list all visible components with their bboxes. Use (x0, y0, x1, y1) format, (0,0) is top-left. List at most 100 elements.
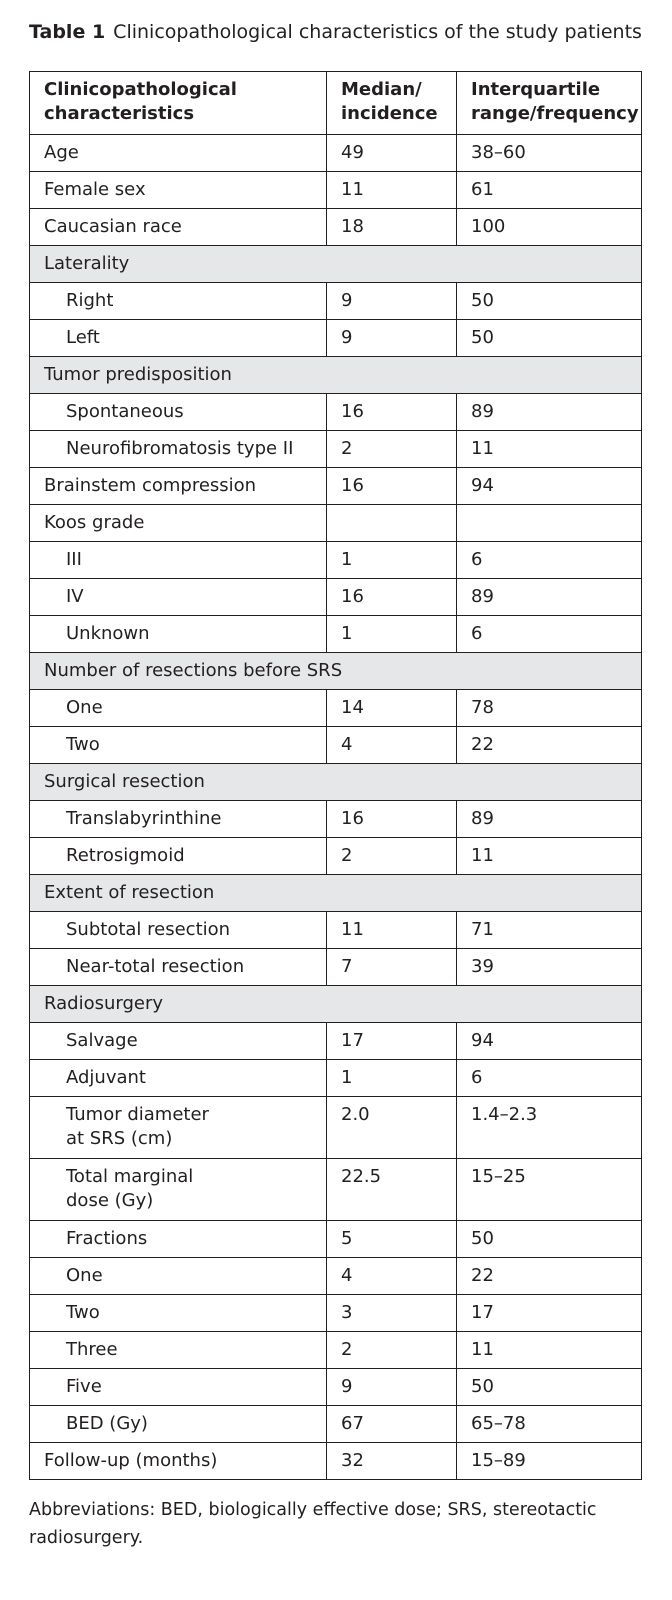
row-label: IV (29, 578, 327, 616)
row-range: 11 (456, 430, 642, 468)
row-label: Two (29, 1294, 327, 1332)
header-characteristics: Clinicopathological characteristics (29, 71, 327, 135)
row-range: 50 (456, 1220, 642, 1258)
row-label: BED (Gy) (29, 1405, 327, 1443)
row-label: Fractions (29, 1220, 327, 1258)
row-range: 1.4–2.3 (456, 1096, 642, 1159)
row-median: 9 (326, 282, 457, 320)
row-label: Five (29, 1368, 327, 1406)
row-median: 2.0 (326, 1096, 457, 1159)
row-median: 11 (326, 171, 457, 209)
row-range: 17 (456, 1294, 642, 1332)
row-label: Three (29, 1331, 327, 1369)
table-row: III 1 6 (29, 541, 642, 579)
row-median: 67 (326, 1405, 457, 1443)
section-label: Extent of resection (29, 874, 642, 912)
section-label: Tumor predisposition (29, 356, 642, 394)
row-label: Tumor diameter at SRS (cm) (29, 1096, 327, 1159)
table-row: Total marginal dose (Gy) 22.5 15–25 (29, 1158, 642, 1221)
table-row: Female sex 11 61 (29, 171, 642, 209)
table-row: Unknown 1 6 (29, 615, 642, 653)
section-label: Surgical resection (29, 763, 642, 801)
row-label: Unknown (29, 615, 327, 653)
table-section-row: Number of resections before SRS (29, 652, 642, 690)
row-range: 22 (456, 726, 642, 764)
row-median: 18 (326, 208, 457, 246)
table-row: Spontaneous 16 89 (29, 393, 642, 431)
table-row: One 4 22 (29, 1257, 642, 1295)
row-label: Brainstem compression (29, 467, 327, 505)
table-row: Follow-up (months) 32 15–89 (29, 1442, 642, 1480)
row-median: 1 (326, 615, 457, 653)
row-range: 38–60 (456, 134, 642, 172)
row-median: 14 (326, 689, 457, 727)
table-row: Adjuvant 1 6 (29, 1059, 642, 1097)
table-row: Subtotal resection 11 71 (29, 911, 642, 949)
row-median: 32 (326, 1442, 457, 1480)
row-range: 94 (456, 467, 642, 505)
row-label: Total marginal dose (Gy) (29, 1158, 327, 1221)
row-label: One (29, 689, 327, 727)
row-label: Two (29, 726, 327, 764)
section-label: Radiosurgery (29, 985, 642, 1023)
row-label: Salvage (29, 1022, 327, 1060)
table-row: Age 49 38–60 (29, 134, 642, 172)
row-range: 11 (456, 837, 642, 875)
row-label: Adjuvant (29, 1059, 327, 1097)
row-label: Spontaneous (29, 393, 327, 431)
table-row: IV 16 89 (29, 578, 642, 616)
row-range: 6 (456, 615, 642, 653)
row-range: 50 (456, 1368, 642, 1406)
row-label: Neurofibromatosis type II (29, 430, 327, 468)
row-label: Left (29, 319, 327, 357)
table-row: Brainstem compression 16 94 (29, 467, 642, 505)
row-label: Caucasian race (29, 208, 327, 246)
row-range: 15–89 (456, 1442, 642, 1480)
row-median: 1 (326, 541, 457, 579)
row-median: 5 (326, 1220, 457, 1258)
row-label: Retrosigmoid (29, 837, 327, 875)
row-label: One (29, 1257, 327, 1295)
table-row: Neurofibromatosis type II 2 11 (29, 430, 642, 468)
row-label: Translabyrinthine (29, 800, 327, 838)
table-row: Left 9 50 (29, 319, 642, 357)
table-row: Three 2 11 (29, 1331, 642, 1369)
row-label: Near-total resection (29, 948, 327, 986)
row-median: 4 (326, 726, 457, 764)
row-range: 100 (456, 208, 642, 246)
row-range: 11 (456, 1331, 642, 1369)
row-median: 9 (326, 1368, 457, 1406)
row-median (326, 504, 457, 542)
row-range: 6 (456, 1059, 642, 1097)
table-row: Translabyrinthine 16 89 (29, 800, 642, 838)
row-label: Age (29, 134, 327, 172)
table-header-row: Clinicopathological characteristics Medi… (29, 71, 642, 135)
section-label: Number of resections before SRS (29, 652, 642, 690)
row-median: 3 (326, 1294, 457, 1332)
table-row: Fractions 5 50 (29, 1220, 642, 1258)
row-median: 9 (326, 319, 457, 357)
table-row: Two 3 17 (29, 1294, 642, 1332)
row-label: Right (29, 282, 327, 320)
row-range: 89 (456, 393, 642, 431)
row-median: 22.5 (326, 1158, 457, 1221)
row-range: 61 (456, 171, 642, 209)
row-range: 71 (456, 911, 642, 949)
row-median: 16 (326, 578, 457, 616)
section-label: Laterality (29, 245, 642, 283)
row-median: 11 (326, 911, 457, 949)
row-median: 49 (326, 134, 457, 172)
row-range: 50 (456, 282, 642, 320)
table-footnote: Abbreviations: BED, biologically effecti… (29, 1500, 597, 1548)
row-range (456, 504, 642, 542)
table-section-row: Laterality (29, 245, 642, 283)
table-section-row: Extent of resection (29, 874, 642, 912)
row-median: 7 (326, 948, 457, 986)
table-row: BED (Gy) 67 65–78 (29, 1405, 642, 1443)
table-row: Retrosigmoid 2 11 (29, 837, 642, 875)
row-median: 16 (326, 800, 457, 838)
table-row: Salvage 17 94 (29, 1022, 642, 1060)
row-median: 16 (326, 467, 457, 505)
row-median: 2 (326, 1331, 457, 1369)
